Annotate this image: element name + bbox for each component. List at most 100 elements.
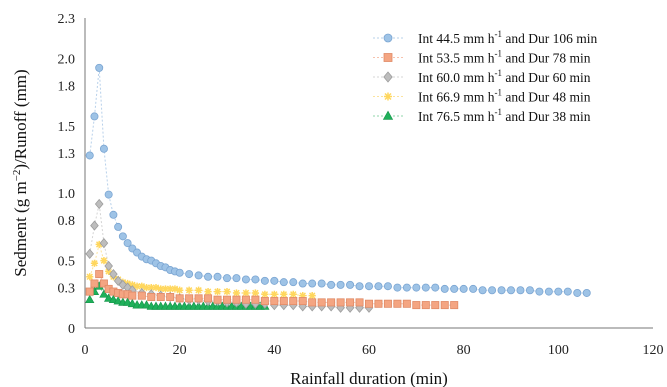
data-point-square xyxy=(222,295,231,304)
legend-label-part: and Dur 106 min xyxy=(502,31,597,46)
data-point-asterisk xyxy=(90,259,99,267)
data-point-circle xyxy=(85,151,94,160)
legend-label-part: Int 66.9 mm h xyxy=(418,90,495,105)
data-point-circle xyxy=(374,282,383,291)
data-point-circle xyxy=(118,232,127,241)
data-point-triangle xyxy=(382,110,394,120)
axes xyxy=(84,18,653,329)
data-point-circle xyxy=(525,286,534,295)
legend-label-part: Int 53.5 mm h xyxy=(418,51,495,66)
data-point-asterisk xyxy=(128,281,136,289)
data-point-circle xyxy=(109,210,118,219)
data-point-asterisk xyxy=(251,289,259,297)
data-point-square xyxy=(431,301,440,310)
y-tick-label: 1.0 xyxy=(58,187,76,202)
y-tick-label: 1.3 xyxy=(58,147,76,162)
data-point-asterisk xyxy=(195,286,203,294)
data-point-square xyxy=(147,292,156,301)
legend-item: Int 66.9 mm h-1 and Dur 48 min xyxy=(373,88,591,105)
data-point-asterisk xyxy=(100,257,108,265)
data-point-asterisk xyxy=(152,283,160,292)
data-point-square xyxy=(270,297,279,306)
data-point-circle xyxy=(213,272,222,281)
data-point-square xyxy=(355,298,364,307)
data-point-square xyxy=(260,297,269,306)
data-point-square xyxy=(346,298,355,307)
data-point-square xyxy=(128,291,137,300)
data-point-circle xyxy=(289,278,298,287)
legend-label-superscript: -1 xyxy=(495,88,503,98)
data-point-asterisk xyxy=(261,290,269,298)
data-point-circle xyxy=(222,274,231,283)
data-point-square xyxy=(90,279,99,288)
data-point-square xyxy=(166,292,175,301)
data-point-asterisk xyxy=(204,288,212,296)
data-point-circle xyxy=(554,287,563,296)
legend-label-part: Int 76.5 mm h xyxy=(418,109,495,124)
data-point-diamond xyxy=(94,198,104,210)
data-point-square xyxy=(327,298,336,307)
data-point-asterisk xyxy=(299,292,307,300)
data-point-diamond xyxy=(383,71,393,83)
data-point-asterisk xyxy=(270,290,278,298)
data-point-asterisk xyxy=(138,282,146,290)
data-point-square xyxy=(99,279,108,288)
data-point-circle xyxy=(506,286,515,295)
data-point-circle xyxy=(355,282,364,291)
data-point-square xyxy=(251,295,260,304)
y-axis-title-superscript: −2 xyxy=(11,170,23,182)
data-point-square xyxy=(95,270,104,279)
data-point-circle xyxy=(260,276,269,285)
data-point-circle xyxy=(497,286,506,295)
data-point-circle xyxy=(204,272,213,281)
legend-label: Int 60.0 mm h-1 and Dur 60 min xyxy=(418,68,591,85)
data-point-circle xyxy=(298,279,307,288)
x-axis-title: Rainfall duration (min) xyxy=(290,369,448,387)
data-point-circle xyxy=(421,283,430,292)
data-point-square xyxy=(364,299,373,308)
data-point-square xyxy=(440,301,449,310)
data-point-square xyxy=(402,299,411,308)
data-point-asterisk xyxy=(232,289,241,297)
legend-item: Int 44.5 mm h-1 and Dur 106 min xyxy=(373,29,597,46)
data-point-circle xyxy=(383,33,393,43)
data-point-asterisk xyxy=(133,282,141,290)
data-point-circle xyxy=(364,282,373,291)
data-point-diamond xyxy=(85,248,95,259)
x-tick-label: 60 xyxy=(362,343,376,358)
legend-label-part: and Dur 60 min xyxy=(502,70,591,85)
data-point-square xyxy=(308,298,317,307)
data-point-asterisk xyxy=(95,240,103,249)
data-point-circle xyxy=(573,288,582,297)
data-point-asterisk xyxy=(142,283,151,292)
data-point-square xyxy=(137,291,146,300)
y-tick-label: 2.3 xyxy=(58,12,76,27)
data-point-square xyxy=(289,297,298,306)
x-tick-label: 20 xyxy=(173,343,187,358)
data-point-circle xyxy=(383,282,392,291)
data-point-diamond xyxy=(104,260,113,272)
data-point-asterisk xyxy=(384,92,392,101)
legend-label-superscript: -1 xyxy=(495,49,503,59)
data-point-asterisk xyxy=(166,285,174,293)
legend-label-part: Int 60.0 mm h xyxy=(418,70,495,85)
data-point-circle xyxy=(488,286,497,295)
y-tick-labels: 0 0.3 0.5 0.8 1.0 1.3 1.5 1.8 2.0 2.3 xyxy=(58,12,76,337)
legend-label-part: Int 44.5 mm h xyxy=(418,31,495,46)
data-point-circle xyxy=(270,276,279,285)
data-point-diamond xyxy=(99,237,109,249)
data-point-square xyxy=(232,295,241,304)
data-point-circle xyxy=(450,284,459,293)
legend-item: Int 76.5 mm h-1 and Dur 38 min xyxy=(373,107,591,124)
data-point-circle xyxy=(478,286,487,295)
data-point-diamond xyxy=(90,220,99,231)
data-point-circle xyxy=(114,222,123,231)
legend-item: Int 53.5 mm h-1 and Dur 78 min xyxy=(373,49,591,66)
legend-label-superscript: -1 xyxy=(495,107,503,117)
series-1 xyxy=(85,63,591,297)
data-point-square xyxy=(279,297,288,306)
data-point-asterisk xyxy=(86,273,94,281)
data-point-circle xyxy=(232,274,241,283)
data-point-square xyxy=(194,294,203,303)
